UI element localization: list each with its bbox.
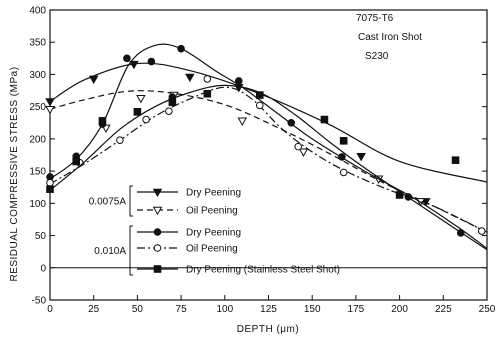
series-line [49, 90, 488, 233]
x-tick-label: 200 [391, 304, 408, 315]
y-axis-label: RESIDUAL COMPRESSIVE STRESS (MPa) [9, 66, 20, 281]
legend: Dry Peening Oil Peening Dry Peening Oil Pee… [89, 185, 340, 276]
data-point [287, 118, 296, 127]
x-tick-label: 250 [479, 304, 496, 315]
y-tick-label: 350 [29, 38, 46, 49]
legend-label: Dry Peening [186, 188, 241, 199]
legend-marker [152, 206, 163, 216]
x-tick-label: 125 [260, 304, 277, 315]
legend-group-label: 0.0075A [89, 197, 127, 208]
series-layer [45, 43, 488, 251]
legend-label: Oil Peening [186, 244, 238, 255]
x-tick-label: 150 [304, 304, 321, 315]
data-point [203, 89, 212, 98]
data-point [203, 75, 212, 83]
legend-marker [152, 188, 163, 198]
data-point [185, 73, 195, 83]
legend-marker [153, 265, 162, 273]
series-2 [46, 43, 488, 249]
data-point [46, 185, 54, 193]
annotation-alloy: 7075-T6 [356, 13, 394, 24]
data-point [116, 136, 124, 144]
data-point [234, 77, 243, 85]
legend-label: Dry Peening (Stainless Steel Shot) [186, 265, 340, 276]
data-point [72, 157, 81, 166]
data-point [168, 98, 177, 106]
data-point [477, 227, 486, 235]
series-1 [45, 90, 488, 233]
series-line [49, 84, 488, 251]
x-tick-label: 225 [435, 304, 452, 315]
data-point [255, 101, 264, 110]
data-point [133, 108, 142, 116]
data-point [142, 115, 150, 124]
data-point [129, 60, 139, 70]
x-tick-label: 75 [176, 304, 188, 315]
data-point [177, 44, 185, 53]
data-point [356, 152, 366, 162]
data-point [237, 117, 248, 126]
legend-group-label: 0.010A [94, 246, 126, 257]
data-point [339, 168, 348, 177]
data-point [451, 156, 460, 164]
y-tick-label: 150 [29, 167, 46, 178]
y-tick-label: 300 [29, 70, 46, 81]
x-tick-label: 50 [132, 304, 144, 315]
data-point [45, 98, 55, 107]
y-tick-label: 200 [29, 134, 46, 145]
data-point [165, 107, 173, 115]
data-point [98, 117, 107, 125]
y-tick-label: 0 [40, 263, 46, 274]
data-point [294, 142, 303, 151]
legend-marker [153, 244, 162, 252]
data-point [88, 75, 99, 85]
data-point [123, 54, 131, 63]
y-tick-label: 50 [35, 231, 47, 242]
data-point [320, 115, 329, 124]
x-tick-label: 100 [216, 304, 233, 315]
data-point [255, 91, 264, 99]
y-tick-label: 400 [29, 6, 46, 17]
legend-label: Oil Peening [186, 206, 238, 217]
series-4 [46, 84, 488, 251]
x-tick-label: 25 [88, 304, 100, 315]
legend-label: Dry Peening [186, 228, 241, 239]
axes: 0 25 50 75 100 125 150 175 200 225 250-50050100150… [29, 6, 495, 316]
data-point [46, 178, 54, 187]
x-tick-label: 175 [348, 304, 365, 315]
legend-brace [129, 225, 133, 276]
annotation-shot: Cast Iron Shot [358, 32, 422, 43]
legend-marker [153, 228, 162, 236]
x-axis-label: DEPTH (μm) [237, 324, 299, 335]
y-tick-label: -50 [32, 296, 47, 307]
series-line [49, 43, 488, 249]
data-point [298, 148, 309, 157]
legend-brace [129, 185, 133, 217]
y-tick-label: 100 [29, 199, 46, 210]
data-point [45, 105, 55, 115]
annotation-size: S230 [365, 51, 389, 62]
data-point [136, 94, 146, 104]
x-tick-label: 0 [47, 304, 53, 315]
data-point [147, 57, 156, 66]
y-tick-label: 250 [29, 102, 46, 113]
series-line [49, 86, 488, 233]
data-point [339, 137, 348, 145]
data-point [395, 191, 404, 199]
data-point [338, 153, 346, 161]
series-0 [45, 60, 488, 207]
